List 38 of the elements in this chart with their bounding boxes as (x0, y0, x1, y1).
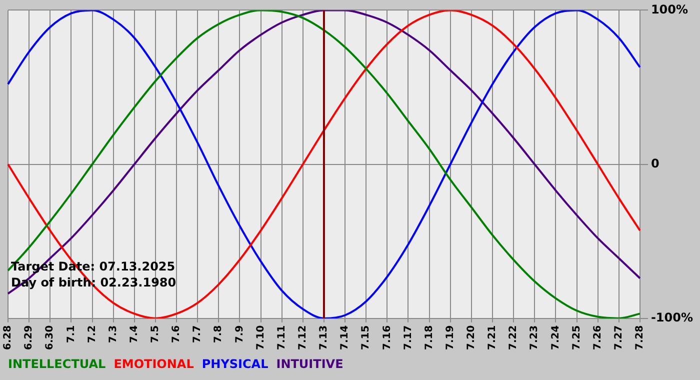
x-tick-label: 7.5 (150, 325, 162, 344)
x-tick-label: 7.22 (508, 325, 520, 350)
x-tick-label: 7.19 (444, 325, 456, 350)
text: INTELLECTUAL (8, 357, 106, 373)
text: INTUITIVE (276, 357, 344, 373)
x-tick-label: 7.23 (529, 325, 540, 350)
x-tick-label: 7.13 (318, 325, 330, 350)
x-tick-label: 6.29 (24, 325, 35, 350)
x-tick-label: 7.7 (192, 325, 204, 344)
x-tick-label: 7.9 (234, 325, 246, 344)
x-tick-label: 7.4 (128, 325, 140, 344)
x-tick-label: 7.6 (171, 325, 182, 344)
x-tick-label: 7.3 (108, 325, 119, 344)
x-tick-label: 7.27 (613, 325, 624, 350)
x-tick-label: 7.24 (550, 325, 562, 350)
y-tick-label: -100% (650, 310, 694, 324)
x-tick-label: 7.28 (634, 325, 646, 350)
x-tick-label: 7.10 (255, 325, 266, 350)
x-tick-label: 7.12 (298, 325, 308, 350)
x-tick-label: 7.16 (382, 325, 393, 350)
x-tick-label: 7.14 (340, 325, 351, 350)
y-tick-label: 0 (650, 156, 660, 170)
text: EMOTIONAL (114, 357, 194, 373)
x-tick-label: 7.20 (466, 325, 478, 350)
x-tick-label: 7.18 (424, 325, 435, 350)
text: PHYSICAL (202, 357, 268, 373)
x-tick-label: 6.30 (44, 325, 56, 350)
x-tick-label: 7.15 (360, 325, 372, 350)
x-tick-label: 7.11 (276, 325, 288, 350)
x-tick-label: 7.17 (402, 325, 414, 350)
x-tick-label: 7.25 (571, 325, 582, 350)
x-tick-label: 7.8 (213, 325, 224, 344)
x-tick-label: 7.21 (487, 325, 498, 350)
x-tick-label: 6.28 (2, 325, 14, 350)
y-tick-label: 100% (650, 2, 688, 16)
x-tick-label: 7.1 (66, 325, 77, 344)
x-tick-label: 7.26 (592, 325, 604, 350)
x-tick-label: 7.2 (86, 325, 98, 344)
